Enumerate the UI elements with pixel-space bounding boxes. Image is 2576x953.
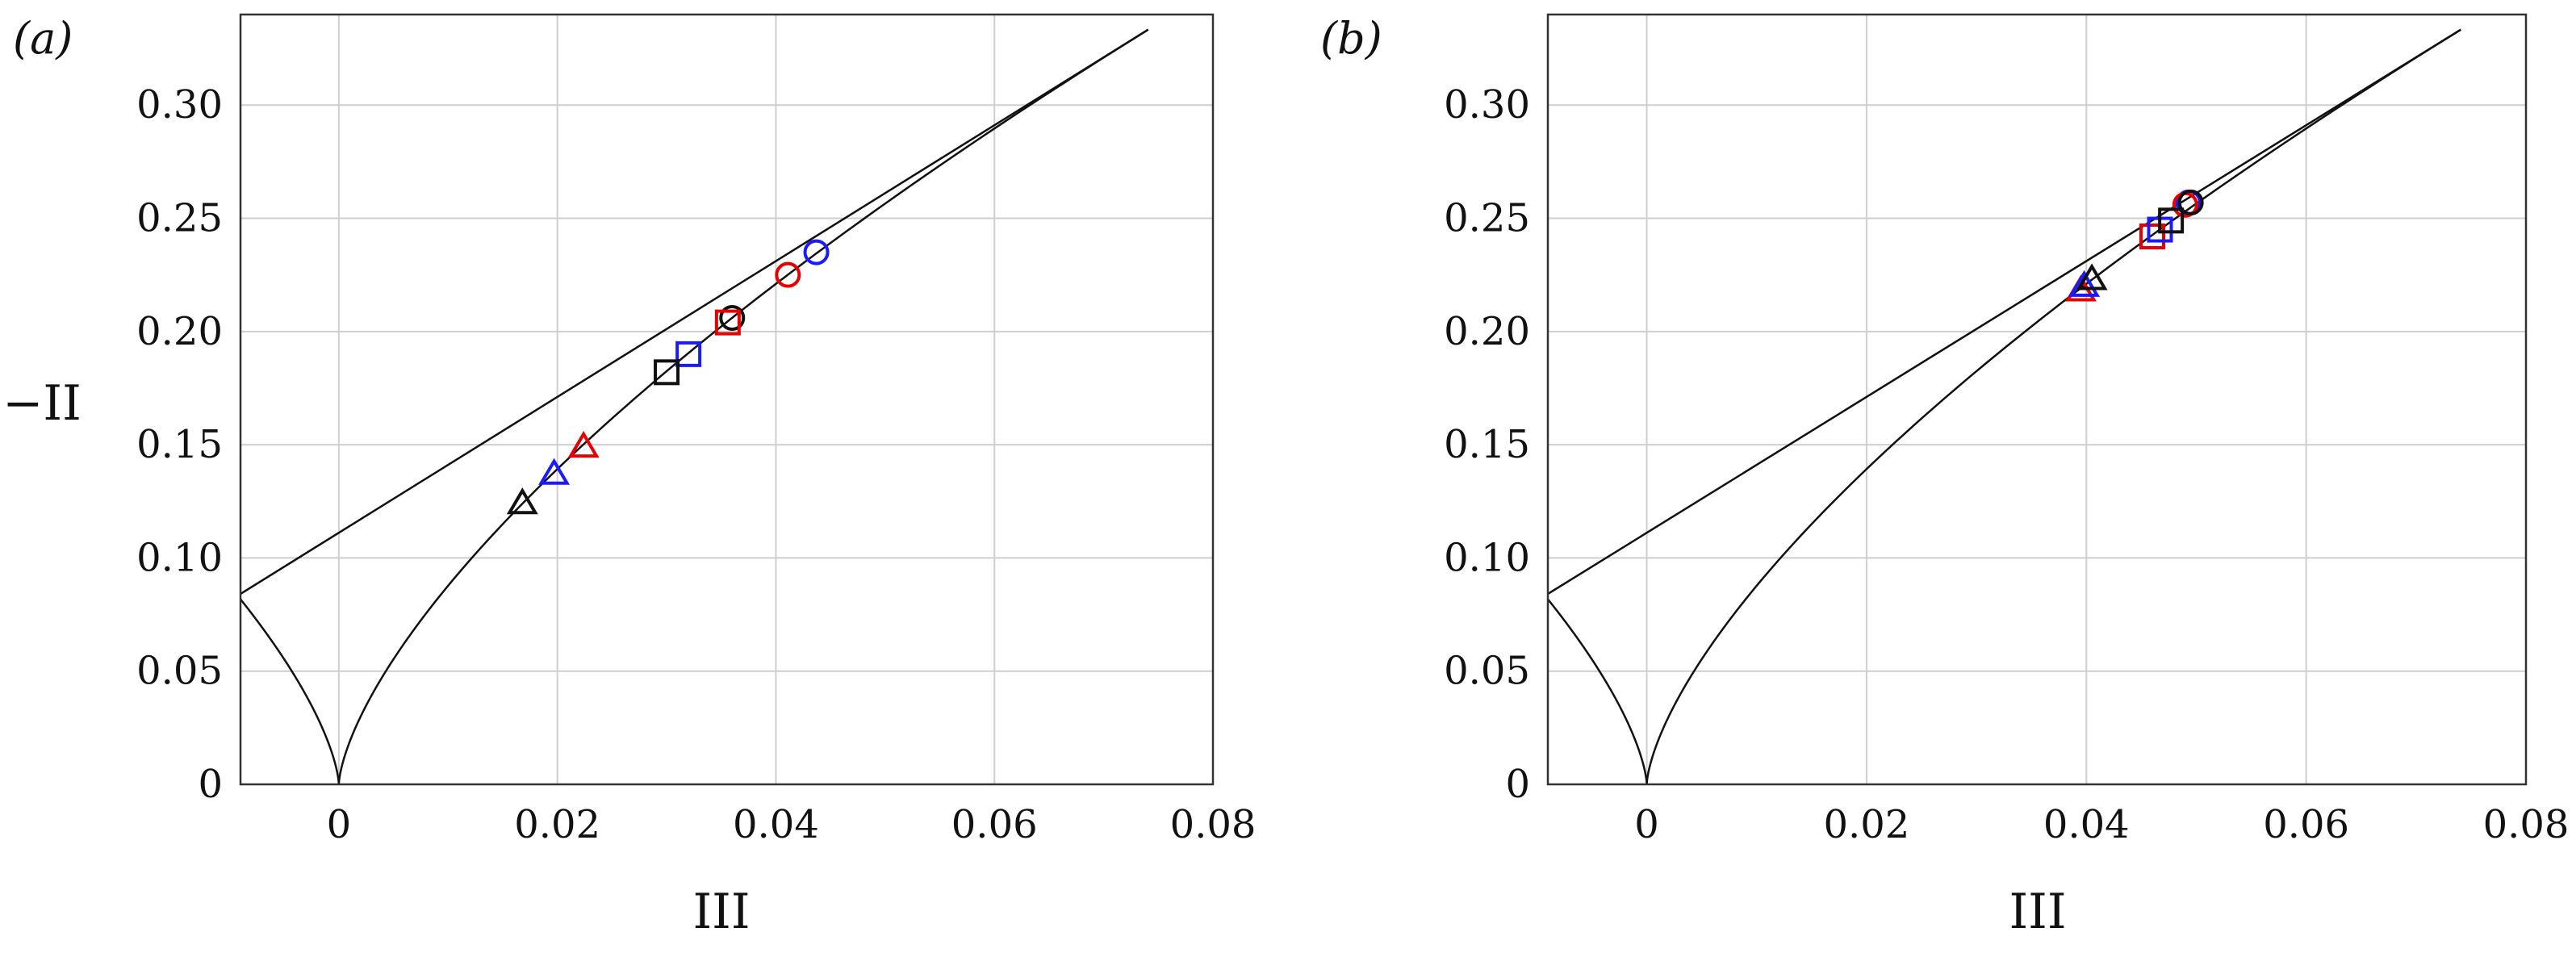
panel-b-marker-triangle [2076, 263, 2108, 290]
panel-b-x-tick-label: 0.08 [2483, 802, 2570, 847]
panel-a-y-tick-label: 0 [198, 762, 223, 807]
panel-a-x-tick-label: 0.02 [514, 802, 600, 847]
panel-a-label: (a) [13, 13, 73, 64]
panel-b-two-component-line [1548, 28, 2461, 596]
panel-a-frame [239, 13, 1215, 786]
panel-a-marker-circle [803, 239, 830, 265]
panel-a-y-tick-label: 0.10 [136, 535, 223, 580]
panel-b-marker-triangle [2068, 270, 2101, 297]
panel-b-axisymmetric-curve-left [1548, 597, 1648, 784]
panel-a-x-tick-label: 0 [327, 802, 352, 847]
panel-b-marker-circle [2177, 189, 2204, 215]
panel-a-y-tick-label: 0.05 [136, 649, 223, 694]
panel-b-y-tick-label: 0.05 [1444, 649, 1530, 694]
panel-b-markers [2064, 189, 2204, 302]
panel-a-y-ticks: 0 0.05 0.10 0.15 0.20 0.25 0.30 [136, 82, 223, 807]
panel-a-y-tick-label: 0.20 [136, 309, 223, 354]
panel-a-x-ticks: 0 0.02 0.04 0.06 0.08 [327, 802, 1257, 847]
panel-a-marker-circle [775, 261, 801, 288]
panel-b-x-tick-label: 0 [1634, 802, 1659, 847]
panel-b-frame [1546, 13, 2528, 786]
panel-b-axisymmetric-curve-right [1646, 28, 2461, 784]
panel-a-axisymmetric-curve-left [240, 597, 341, 784]
panel-a-marker-triangle [538, 458, 571, 485]
panel-a-y-tick-label: 0.30 [136, 82, 223, 127]
panel-a-marker-triangle [506, 487, 538, 515]
panel-b: (b) 0 0.02 0.04 0.06 0.08 00.050.100.150.200… [1320, 13, 2569, 940]
panel-b-y-tick-label: 0.30 [1444, 82, 1530, 127]
panel-b-x-tick-label: 0.02 [1823, 802, 1909, 847]
panel-a-two-component-line [240, 28, 1149, 596]
panel-b-x-tick-label: 0.04 [2043, 802, 2130, 847]
panel-b-y-tick-label: 0.15 [1444, 422, 1530, 467]
panel-a-y-axis-label: −II [2, 375, 82, 432]
panel-a-y-tick-label: 0.25 [136, 196, 223, 241]
panel-b-label: (b) [1320, 13, 1382, 64]
panel-b-x-tick-label: 0.06 [2263, 802, 2349, 847]
panel-b-y-tick-label: 0 [1505, 762, 1530, 807]
panel-a-x-tick-label: 0.04 [733, 802, 819, 847]
panel-a-marker-triangle [567, 430, 600, 458]
panel-b-y-tick-label: 0.20 [1444, 309, 1530, 354]
panel-a: (a) 0 0.02 0.04 0.06 0.08 00.050.100.150.200… [2, 13, 1256, 940]
panel-b-marker-square [2158, 207, 2185, 234]
panel-a-marker-circle [719, 304, 746, 331]
panel-a-x-tick-label: 0.06 [951, 802, 1038, 847]
panel-a-marker-square [654, 359, 680, 386]
panel-a-x-axis-label: III [692, 884, 750, 940]
panel-b-marker-square [2139, 223, 2165, 249]
panel-a-marker-square [675, 341, 702, 367]
panel-a-markers [506, 239, 830, 515]
panel-b-y-tick-label: 0.10 [1444, 535, 1530, 580]
panel-b-x-ticks: 0 0.02 0.04 0.06 0.08 [1634, 802, 2569, 847]
panel-b-x-axis-label: III [2009, 884, 2066, 940]
panel-b-y-ticks: 0 0.05 0.10 0.15 0.20 0.25 0.30 [1444, 82, 1530, 807]
panel-a-y-tick-label: 0.15 [136, 422, 223, 467]
panel-a-x-tick-label: 0.08 [1170, 802, 1257, 847]
panel-b-boundary-curves [1548, 28, 2461, 784]
panel-b-y-tick-label: 0.25 [1444, 196, 1530, 241]
panel-a-marker-square [714, 309, 741, 336]
